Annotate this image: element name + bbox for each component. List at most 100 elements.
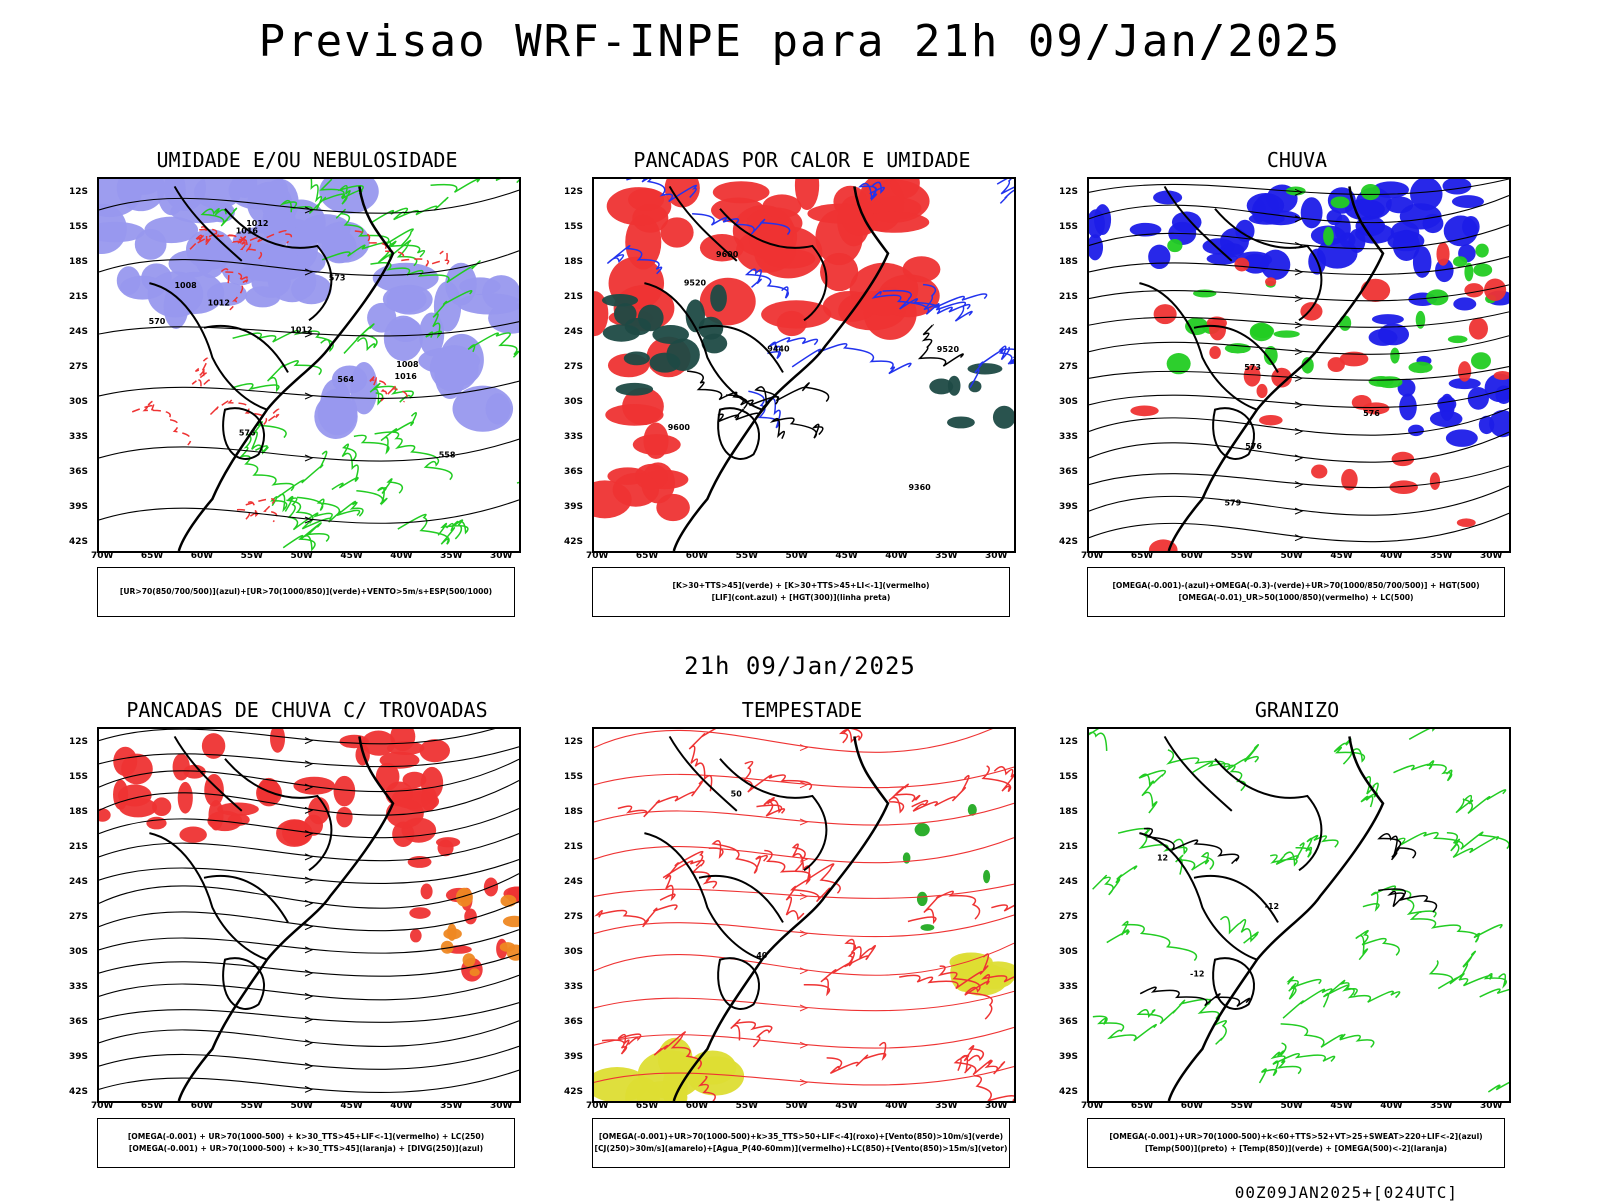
field-shading	[452, 385, 514, 432]
lon-tick-label: 70W	[1081, 1101, 1104, 1111]
contour-line	[343, 323, 378, 354]
contour-label: 579	[1224, 499, 1241, 508]
field-shading	[1206, 252, 1239, 265]
flow-arrow	[799, 855, 809, 863]
contour-line	[730, 1018, 773, 1048]
lat-tick-label: 33S	[1059, 431, 1079, 442]
field-shading	[625, 214, 662, 270]
contour-line	[708, 840, 768, 874]
field-shading	[656, 493, 690, 522]
lon-tick-label: 70W	[1081, 551, 1104, 561]
lat-tick-label: 15S	[564, 771, 584, 782]
lon-tick-label: 65W	[140, 551, 164, 561]
flow-arrow	[799, 744, 809, 752]
contour-line	[425, 290, 473, 339]
lat-tick-label: 21S	[69, 291, 89, 302]
contour-line	[319, 179, 364, 205]
contour-line	[1192, 744, 1260, 774]
flow-arrow	[799, 818, 809, 826]
field-shading	[1259, 415, 1283, 426]
flow-arrow	[1294, 215, 1304, 223]
field-shading	[1300, 197, 1323, 229]
flow-arrow	[304, 454, 314, 462]
streamline	[1089, 224, 1509, 250]
contour-line	[742, 760, 813, 793]
lat-tick-label: 39S	[1059, 501, 1079, 512]
contour-line	[279, 189, 363, 215]
contour-line	[1092, 1015, 1157, 1042]
lon-tick-label: 35W	[935, 551, 958, 561]
field-shading	[1408, 361, 1433, 374]
contour-line	[1322, 984, 1401, 1008]
streamline	[99, 1020, 519, 1047]
lat-tick-label: 42S	[69, 536, 89, 547]
lat-tick-label: 30S	[1059, 946, 1079, 957]
political-border	[718, 408, 759, 459]
lon-tick-label: 35W	[1430, 551, 1453, 561]
lat-tick-label: 18S	[1059, 806, 1079, 817]
contour-line	[744, 268, 789, 299]
contour-line	[871, 290, 988, 315]
contour-line	[1197, 998, 1228, 1045]
contour-line	[907, 890, 981, 925]
political-border	[223, 958, 264, 1009]
coastline	[179, 186, 393, 551]
field-shading	[1456, 518, 1476, 527]
contour-label: 576	[1245, 442, 1262, 451]
contour-line	[1377, 833, 1417, 861]
streamline	[594, 1065, 1014, 1086]
field-shading	[1209, 345, 1221, 360]
panel-title: CHUVA	[1266, 148, 1328, 172]
legend-line: [CJ(250)>30m/s](amarelo)+[Agua_P(40-60mm…	[594, 1144, 1008, 1153]
flow-arrow	[799, 967, 809, 975]
field-shading	[754, 226, 823, 279]
political-border	[1194, 326, 1278, 373]
field-shading	[916, 891, 928, 907]
contour-line	[331, 443, 359, 491]
legend-box: [OMEGA(-0.001)+UR>70(1000-500)+k>35_TTS>…	[592, 1118, 1010, 1168]
lat-tick-label: 24S	[1059, 876, 1079, 887]
lat-tick-label: 18S	[1059, 256, 1079, 267]
field-shading	[1436, 242, 1450, 266]
contour-label: 1012	[290, 326, 312, 335]
contour-line	[1166, 749, 1246, 792]
contour-line	[239, 433, 295, 492]
contour-line	[1089, 729, 1108, 751]
streamline	[594, 990, 1014, 1012]
field-shading	[1410, 179, 1443, 211]
lon-tick-label: 50W	[290, 551, 313, 561]
lat-tick-label: 15S	[564, 221, 584, 232]
field-shading	[1345, 198, 1385, 221]
lon-tick-label: 30W	[985, 1101, 1008, 1111]
field-shading	[1148, 244, 1171, 270]
contour-line	[1446, 832, 1500, 859]
field-shading	[500, 894, 517, 907]
contour-line	[237, 229, 293, 253]
field-shading	[1167, 238, 1183, 253]
contour-line	[1437, 972, 1507, 990]
contour-line	[996, 179, 1014, 204]
contour-line	[1280, 1023, 1375, 1048]
field-shading	[1464, 283, 1484, 298]
lat-tick-label: 24S	[564, 326, 584, 337]
contour-line	[286, 499, 361, 530]
political-border	[699, 326, 783, 373]
lat-tick-label: 39S	[1059, 1051, 1079, 1062]
contour-line	[973, 1075, 1014, 1101]
streamline	[594, 1026, 1014, 1049]
legend-box: [UR>70(850/700/500)](azul)+[UR>70(1000/8…	[97, 567, 515, 617]
lon-tick-label: 40W	[390, 551, 413, 561]
contour-label: 1012	[208, 299, 230, 308]
contour-line	[251, 421, 287, 455]
field-shading	[420, 883, 433, 900]
political-border	[1213, 958, 1254, 1009]
political-border	[644, 833, 762, 959]
contour-line	[803, 951, 856, 997]
field-shading	[701, 333, 728, 354]
lon-tick-label: 30W	[490, 1101, 513, 1111]
field-shading	[367, 302, 397, 333]
lat-tick-label: 33S	[69, 981, 89, 992]
flow-arrow	[304, 992, 314, 1000]
field-shading	[685, 299, 705, 333]
contour-line	[767, 337, 819, 360]
